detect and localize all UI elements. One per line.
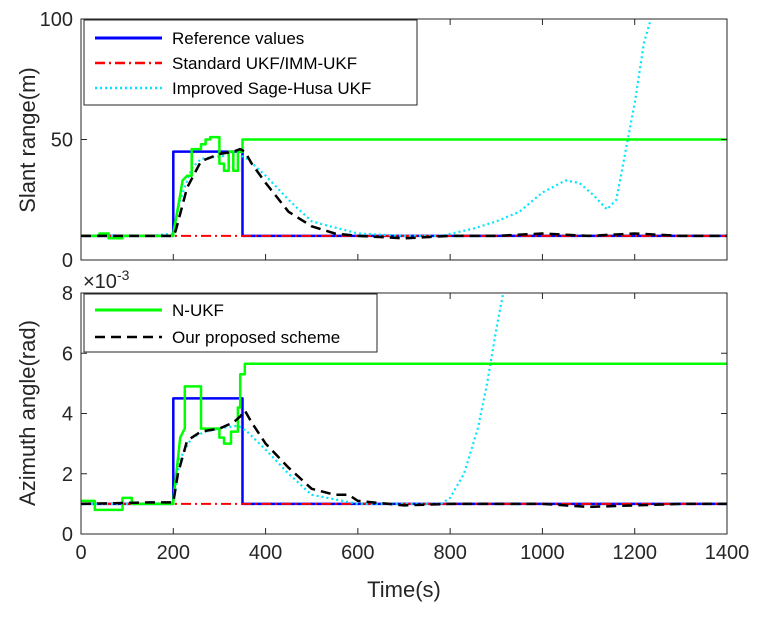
- bottom-xtick-label: 200: [157, 542, 190, 564]
- bottom-ytick-label: 4: [62, 404, 73, 426]
- bottom-xtick-label: 800: [433, 542, 466, 564]
- exponent-base: ×10: [83, 271, 117, 293]
- legend-label-standard-ukf: Standard UKF/IMM-UKF: [172, 54, 357, 73]
- top-series-improved-sage-husa-ukf: [81, 19, 652, 237]
- bottom-ylabel: Azimuth angle(rad): [15, 320, 40, 506]
- top-panel: 0 50 100 Slant range(m) Reference values S…: [15, 9, 728, 272]
- top-ytick-label: 50: [51, 130, 73, 152]
- bottom-xtick-label: 1000: [520, 542, 565, 564]
- exponent-label: ×10-3: [83, 267, 130, 293]
- bottom-legend: N-UKF Our proposed scheme: [83, 293, 378, 353]
- top-legend: Reference values Standard UKF/IMM-UKF Im…: [83, 19, 418, 106]
- bottom-series-improved-sage-husa-ukf: [81, 293, 505, 505]
- bottom-xtick-label: 1400: [705, 542, 750, 564]
- bottom-series-group: [81, 293, 727, 512]
- bottom-ytick-label: 8: [62, 283, 73, 305]
- bottom-xlabel: Time(s): [367, 577, 441, 602]
- bottom-ytick-label: 2: [62, 464, 73, 486]
- bottom-legend-box: [83, 293, 378, 353]
- top-ylabel: Slant range(m): [15, 67, 40, 213]
- bottom-xtick-label: 400: [249, 542, 282, 564]
- top-ytick-label: 100: [40, 9, 73, 31]
- bottom-panel: 0 2 4 6 8 0 200 400 600 800 1000 1200 1400 Azimuth a…: [15, 267, 749, 602]
- legend-label-proposed: Our proposed scheme: [172, 328, 340, 347]
- bottom-xtick-label: 600: [341, 542, 374, 564]
- top-series-our-proposed-scheme: [81, 147, 727, 240]
- bottom-series-our-proposed-scheme: [81, 409, 727, 509]
- top-series-group: [81, 19, 727, 240]
- top-ticks: 0 50 100: [40, 9, 728, 272]
- bottom-ytick-label: 6: [62, 343, 73, 365]
- exponent-power: -3: [117, 267, 130, 283]
- bottom-xtick-label: 0: [75, 542, 86, 564]
- bottom-ytick-label: 0: [62, 524, 73, 546]
- top-ytick-label: 0: [62, 250, 73, 272]
- bottom-ticks: 0 2 4 6 8 0 200 400 600 800 1000 1200 1400: [62, 283, 749, 564]
- legend-label-sage-husa: Improved Sage-Husa UKF: [172, 79, 371, 98]
- bottom-series-n-ukf: [81, 362, 727, 512]
- legend-label-n-ukf: N-UKF: [172, 301, 224, 320]
- bottom-xtick-label: 1200: [612, 542, 657, 564]
- legend-label-reference: Reference values: [172, 29, 304, 48]
